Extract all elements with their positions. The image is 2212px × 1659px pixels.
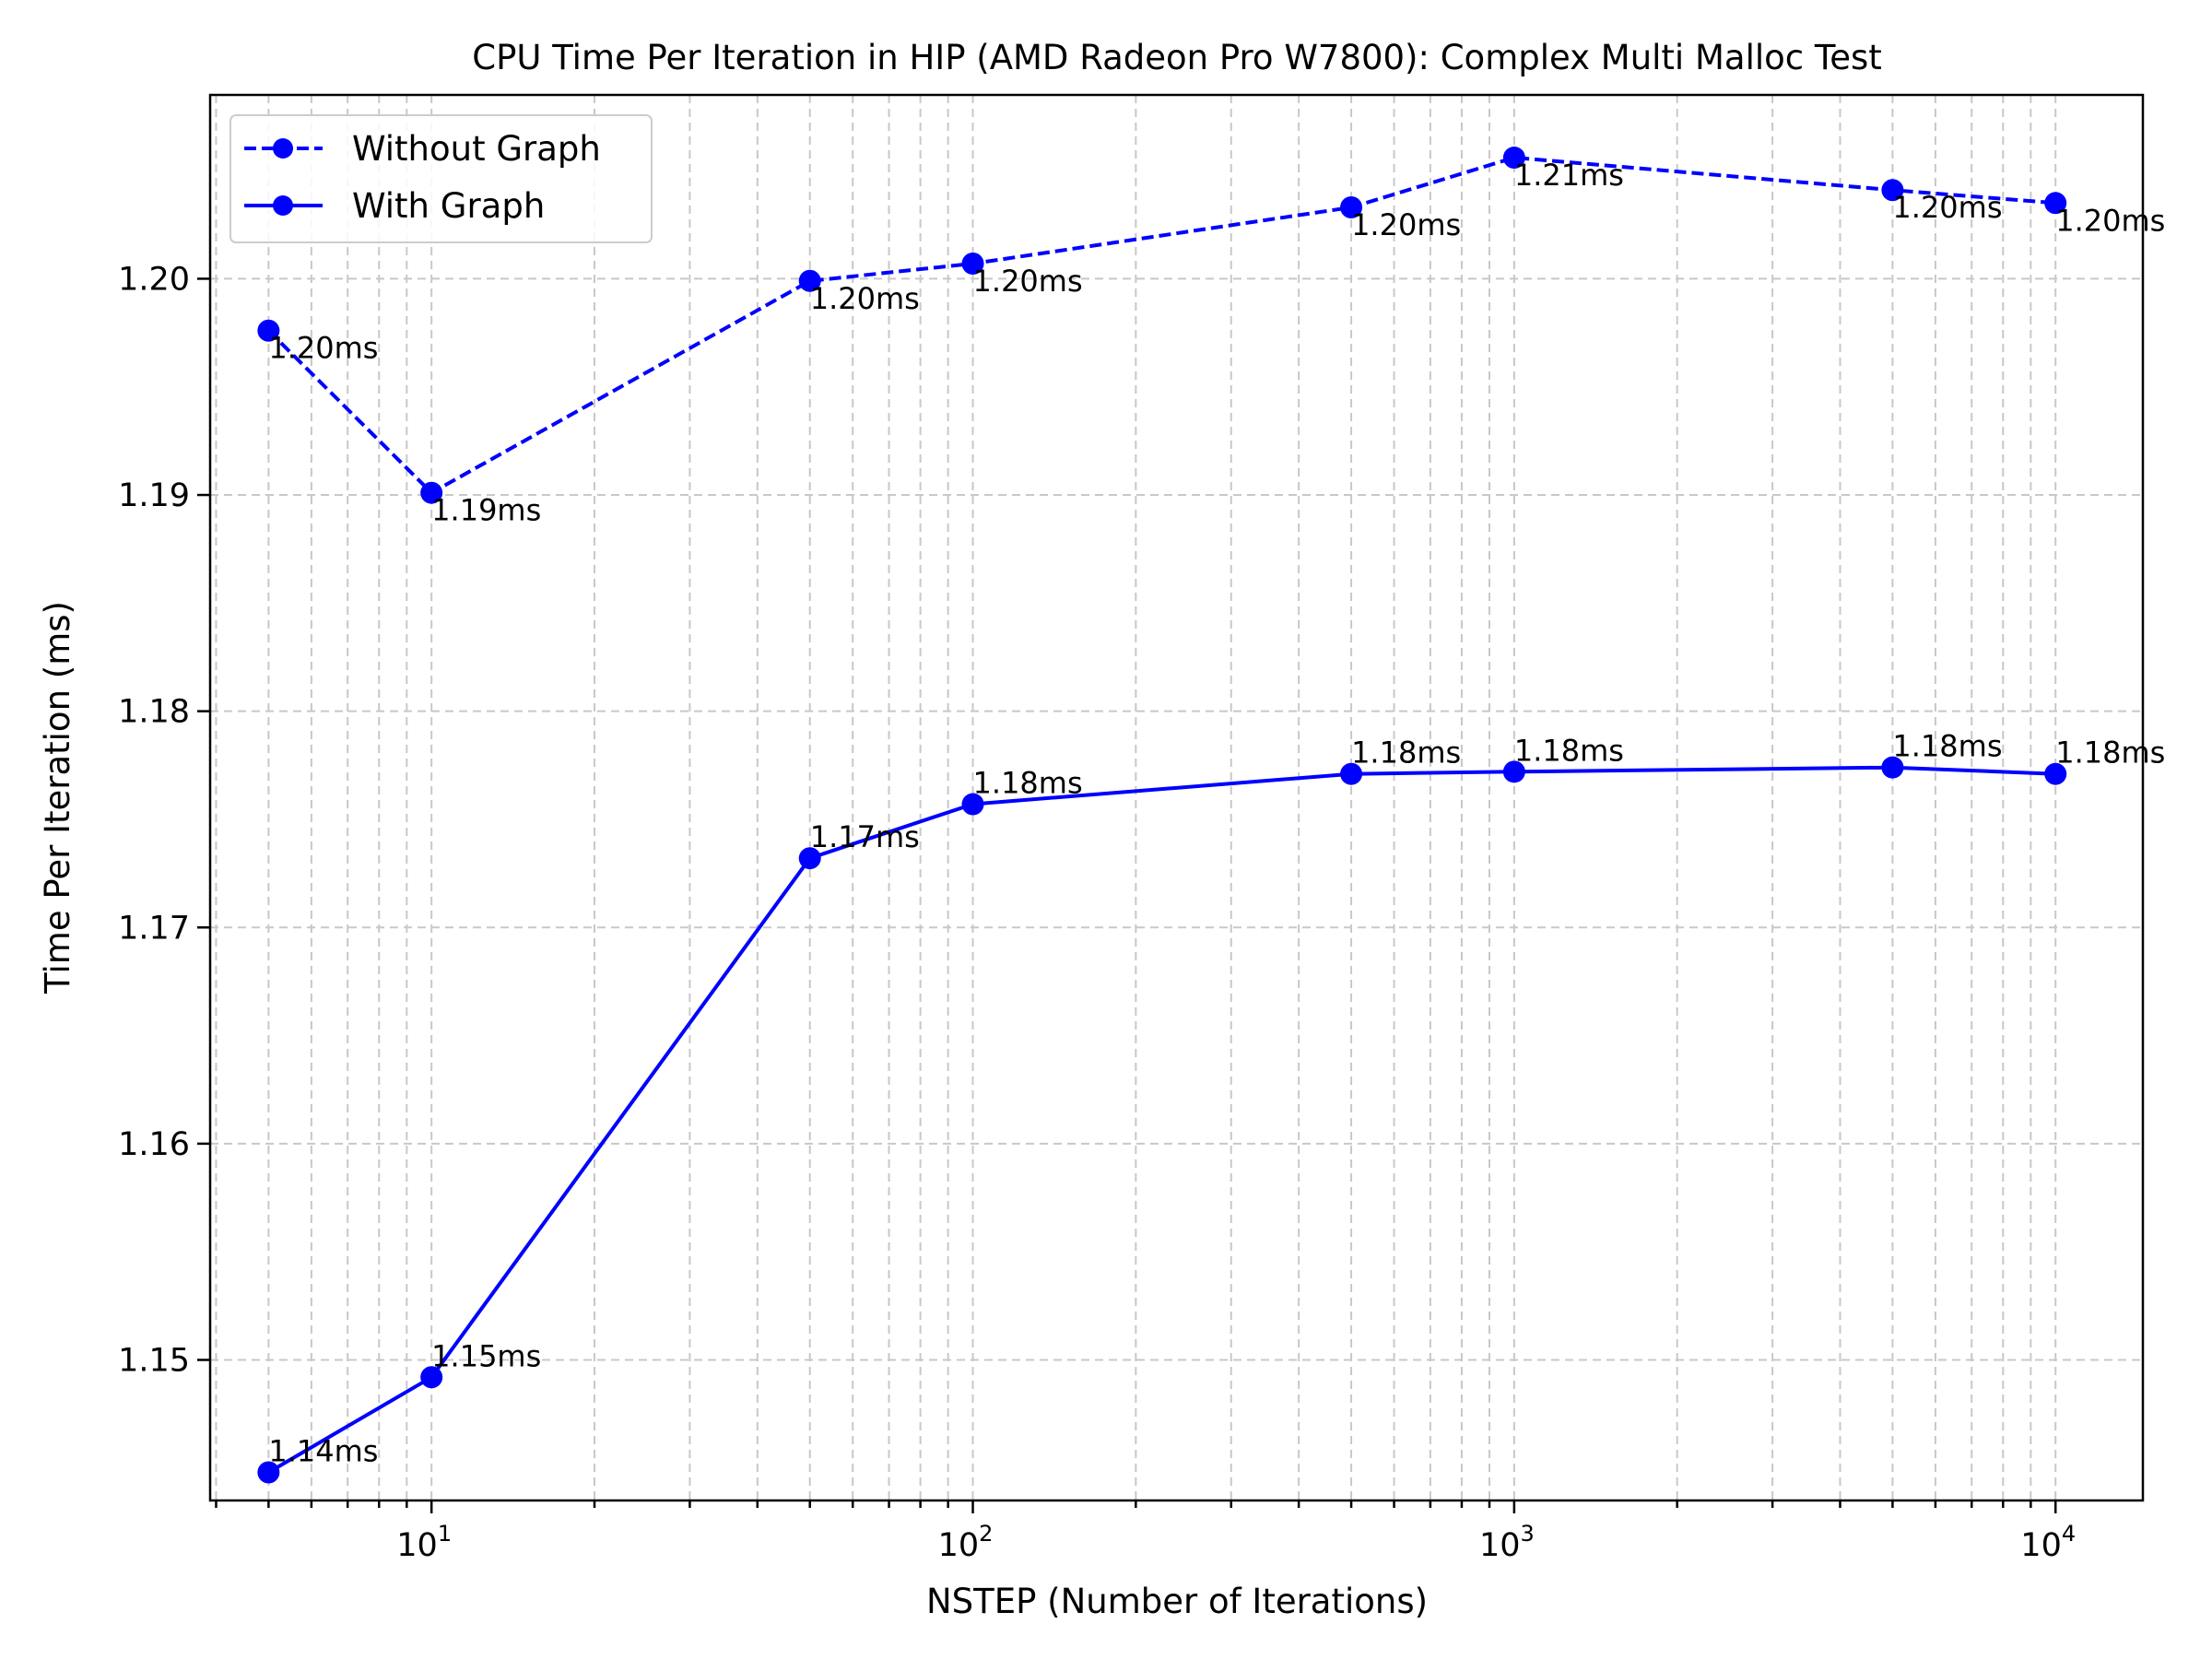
data-label-with-graph: 1.18ms bbox=[1351, 735, 1461, 771]
y-axis-label: Time Per Iteration (ms) bbox=[38, 601, 77, 994]
data-point-with-graph bbox=[798, 847, 821, 870]
x-tick-exponent: 4 bbox=[2062, 1521, 2076, 1547]
x-tick-base: 10 bbox=[2020, 1527, 2062, 1564]
plot-frame bbox=[208, 93, 2145, 1502]
legend-label-with-graph: With Graph bbox=[352, 186, 545, 226]
data-point-without-graph bbox=[257, 319, 280, 342]
x-tick-label: 102 bbox=[938, 1521, 994, 1564]
data-label-without-graph: 1.20ms bbox=[2055, 203, 2165, 238]
legend-marker-without-graph bbox=[273, 138, 293, 159]
data-point-with-graph bbox=[1502, 760, 1525, 783]
grid bbox=[210, 95, 2143, 1500]
x-tick-label: 104 bbox=[2020, 1521, 2076, 1564]
y-tick-label: 1.20 bbox=[118, 261, 190, 298]
y-tick-label: 1.17 bbox=[118, 910, 190, 947]
legend-box bbox=[229, 114, 653, 243]
x-tick-exponent: 3 bbox=[1521, 1521, 1535, 1547]
data-label-without-graph: 1.20ms bbox=[1351, 207, 1461, 242]
legend-label-without-graph: Without Graph bbox=[352, 129, 601, 169]
data-point-without-graph bbox=[1340, 196, 1363, 218]
data-label-with-graph: 1.15ms bbox=[431, 1338, 541, 1373]
data-point-without-graph bbox=[1881, 179, 1904, 202]
y-tick-label: 1.16 bbox=[118, 1126, 190, 1163]
data-label-with-graph: 1.18ms bbox=[1892, 729, 2002, 764]
data-point-with-graph bbox=[1340, 762, 1363, 785]
data-label-without-graph: 1.20ms bbox=[810, 281, 920, 316]
x-tick-base: 10 bbox=[1479, 1527, 1521, 1564]
data-label-without-graph: 1.21ms bbox=[1514, 158, 1624, 193]
data-point-without-graph bbox=[2044, 192, 2067, 215]
data-point-without-graph bbox=[961, 253, 984, 275]
data-label-without-graph: 1.20ms bbox=[268, 331, 378, 366]
data-label-with-graph: 1.18ms bbox=[2055, 735, 2165, 771]
data-point-without-graph bbox=[420, 481, 443, 504]
legend: Without Graph With Graph bbox=[229, 114, 653, 243]
data-label-with-graph: 1.18ms bbox=[1514, 733, 1624, 768]
data-label-without-graph: 1.20ms bbox=[1892, 190, 2002, 225]
data-point-with-graph bbox=[420, 1366, 443, 1389]
y-tick-label: 1.19 bbox=[118, 477, 190, 514]
series-line-with-graph bbox=[267, 765, 2056, 1475]
data-point-with-graph bbox=[1881, 756, 1904, 779]
data-point-without-graph bbox=[798, 269, 821, 292]
data-point-with-graph bbox=[257, 1461, 280, 1484]
series-line-without-graph bbox=[266, 156, 2056, 495]
data-point-with-graph bbox=[961, 793, 984, 816]
data-point-with-graph bbox=[2044, 762, 2067, 785]
data-label-without-graph: 1.20ms bbox=[973, 264, 1083, 299]
x-tick-label: 103 bbox=[1479, 1521, 1535, 1564]
x-tick-label: 101 bbox=[396, 1521, 452, 1564]
data-label-with-graph: 1.14ms bbox=[268, 1434, 378, 1469]
plot-area: 1.20ms 1.19ms 1.20ms 1.20ms 1.20ms 1.21ms 1.20… bbox=[257, 147, 2165, 1484]
x-tick-exponent: 2 bbox=[979, 1521, 993, 1547]
y-tick-label: 1.18 bbox=[118, 694, 190, 731]
data-label-without-graph: 1.19ms bbox=[431, 493, 541, 528]
data-label-with-graph: 1.18ms bbox=[973, 766, 1083, 801]
data-label-with-graph: 1.17ms bbox=[810, 819, 920, 854]
legend-marker-with-graph bbox=[273, 195, 293, 216]
x-tick-base: 10 bbox=[396, 1527, 438, 1564]
x-axis-label: NSTEP (Number of Iterations) bbox=[926, 1582, 1428, 1621]
x-tick-exponent: 1 bbox=[438, 1521, 452, 1547]
data-point-without-graph bbox=[1502, 147, 1525, 170]
y-tick-label: 1.15 bbox=[118, 1343, 190, 1380]
chart-title: CPU Time Per Iteration in HIP (AMD Radeo… bbox=[472, 38, 1882, 77]
x-tick-base: 10 bbox=[938, 1527, 980, 1564]
